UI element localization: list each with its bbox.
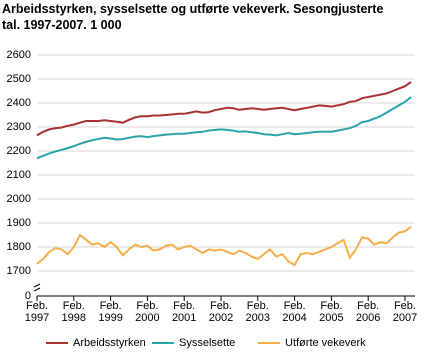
- series-line: [36, 81, 412, 137]
- y-tick-label: 0: [25, 290, 31, 302]
- x-tick-label: Feb. 1998: [61, 300, 87, 324]
- axis-break: [33, 283, 41, 292]
- y-tick-label: 2200: [7, 145, 31, 157]
- chart-title: Arbeidsstyrken, sysselsette og utførte v…: [2, 2, 384, 32]
- y-tick-label: 1900: [7, 217, 31, 229]
- y-tick-label: 2500: [7, 73, 31, 85]
- series-line: [36, 225, 412, 267]
- x-tick-label: Feb. 2002: [208, 300, 234, 324]
- x-tick-label: Feb. 2003: [245, 300, 271, 324]
- y-tick-label: 2400: [7, 97, 31, 109]
- x-tick-label: Feb. 2007: [392, 300, 418, 324]
- x-tick-label: Feb. 2004: [282, 300, 307, 324]
- y-tick-label: 2000: [7, 193, 31, 205]
- x-tick-label: Feb. 1997: [24, 300, 50, 324]
- legend-label: Arbeidsstyrken: [73, 337, 146, 349]
- series-line: [36, 96, 412, 160]
- legend-label: Utførte vekeverk: [285, 337, 366, 349]
- y-tick-label: 2100: [7, 169, 31, 181]
- x-tick-label: Feb. 2005: [319, 300, 344, 324]
- x-tick-label: Feb. 2001: [171, 300, 197, 324]
- x-tick-label: Feb. 2006: [355, 300, 381, 324]
- y-tick-label: 2300: [7, 121, 31, 133]
- x-tick-label: Feb. 2000: [135, 300, 160, 324]
- x-tick-label: Feb. 1999: [98, 300, 123, 324]
- y-tick-label: 1800: [7, 241, 31, 253]
- legend-label: Sysselsette: [179, 337, 235, 349]
- y-tick-label: 1700: [7, 265, 31, 277]
- y-tick-label: 2600: [7, 49, 31, 61]
